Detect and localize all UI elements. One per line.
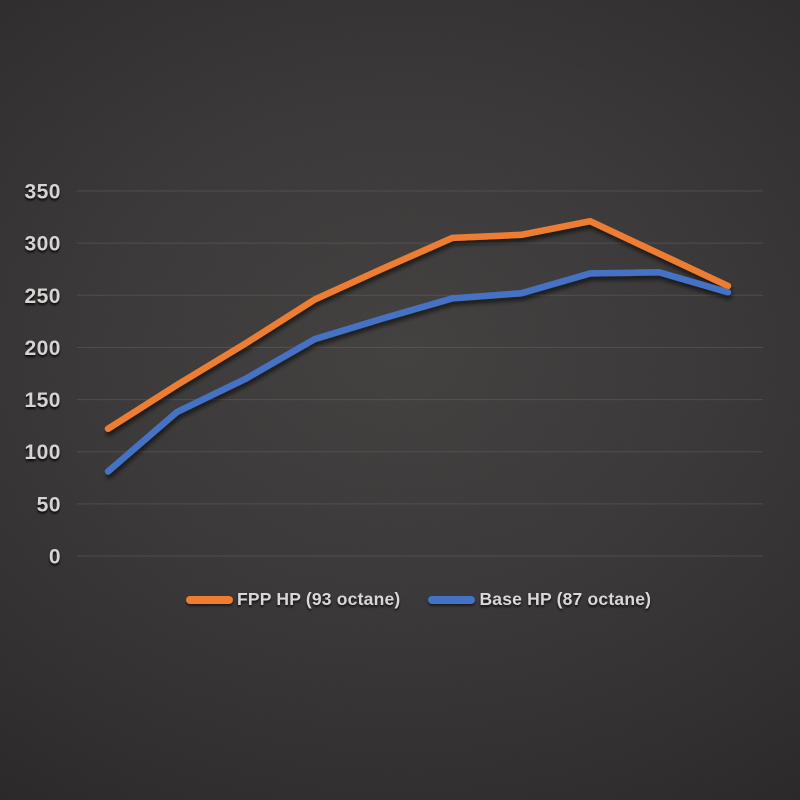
- legend-swatch-fpp-hp: [186, 595, 233, 604]
- y-axis-tick-label: 300: [24, 233, 61, 256]
- legend-swatch-base-hp: [428, 595, 476, 604]
- y-axis-tick-label: 200: [24, 337, 61, 360]
- y-axis-tick-labels-group: 0 50 100 150 200 250 300 350: [24, 181, 61, 569]
- series-line-base-hp: [104, 269, 732, 475]
- y-axis-tick-label: 150: [24, 389, 61, 412]
- series-line-fpp-hp: [104, 217, 732, 433]
- y-axis-tick-label: 100: [24, 441, 61, 464]
- legend-item-base-hp: Base HP (87 octane): [428, 589, 651, 610]
- series-lines-group: [104, 217, 732, 475]
- y-axis-tick-label: 250: [24, 285, 61, 308]
- y-axis-tick-label: 0: [49, 546, 61, 569]
- gridlines-group: [77, 190, 763, 557]
- chart-legend: FPP HP (93 octane) Base HP (87 octane): [186, 589, 651, 610]
- legend-label-fpp-hp: FPP HP (93 octane): [237, 589, 401, 609]
- y-axis-tick-label: 350: [24, 181, 61, 204]
- legend-item-fpp-hp: FPP HP (93 octane): [186, 589, 400, 610]
- legend-label-base-hp: Base HP (87 octane): [479, 589, 652, 609]
- y-axis-tick-label: 50: [37, 493, 61, 516]
